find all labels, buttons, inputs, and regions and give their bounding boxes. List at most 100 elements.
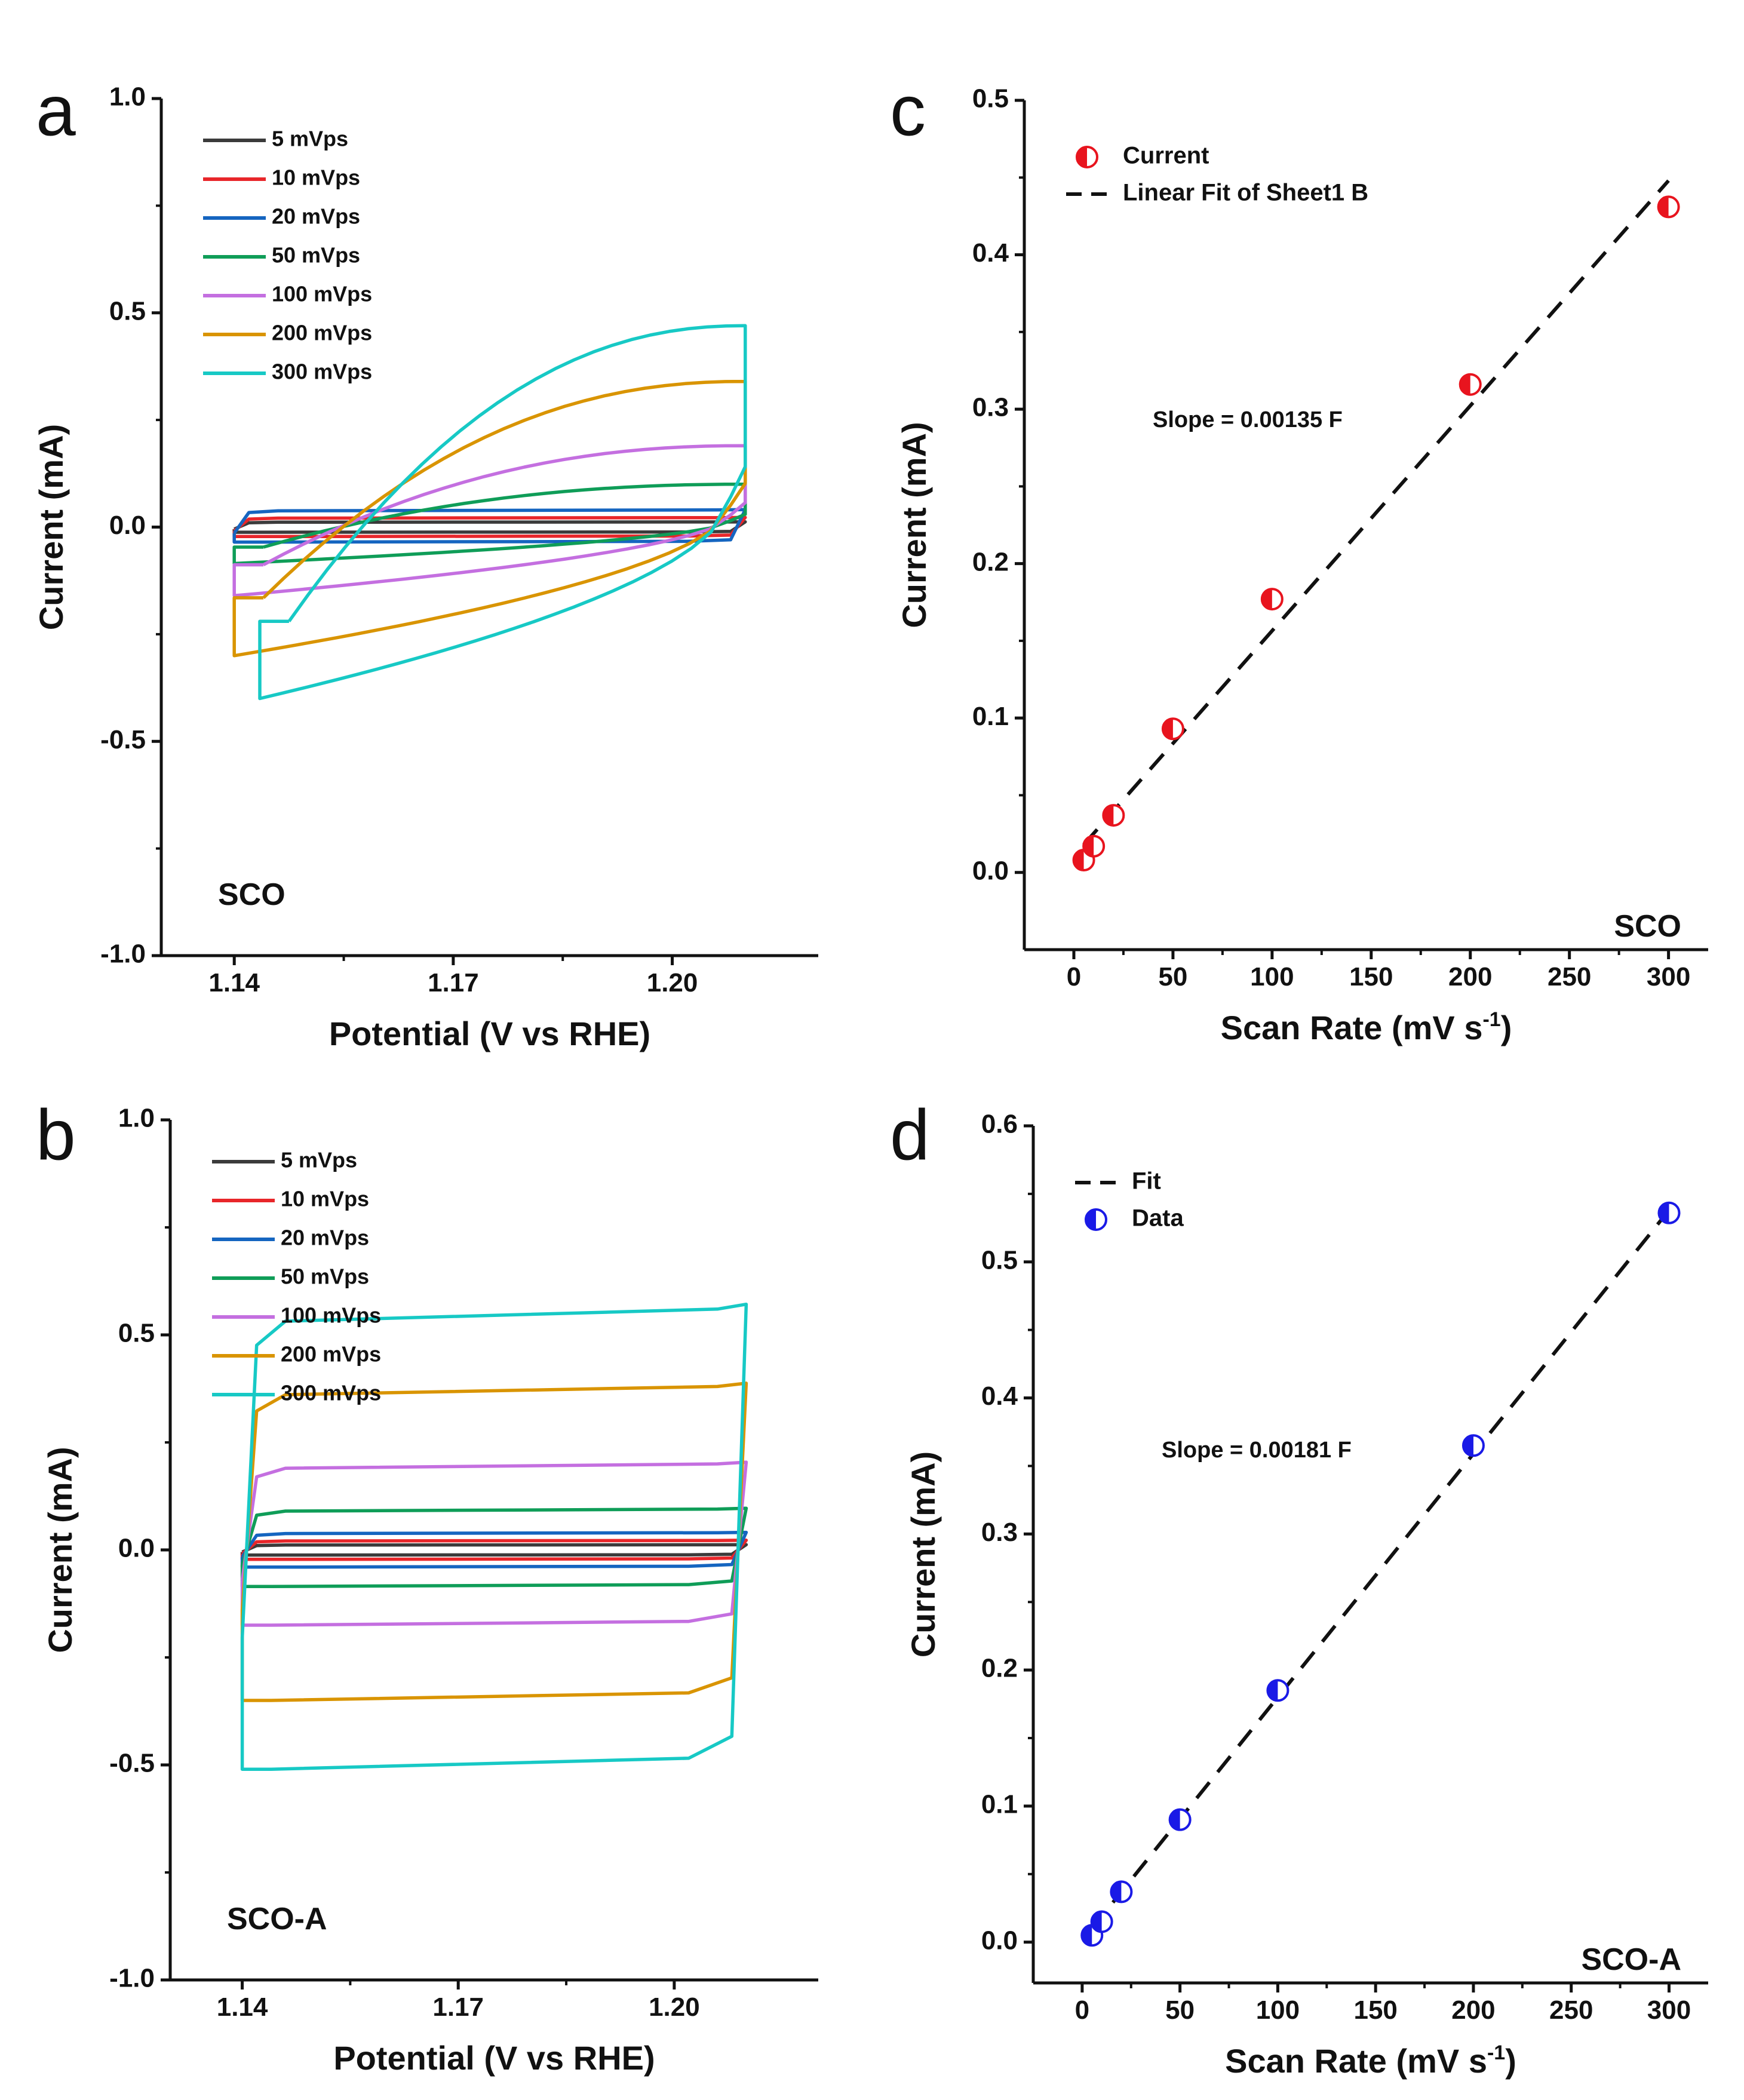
slope-annotation: Slope = 0.00181 F — [1162, 1438, 1352, 1463]
panel-letter: c — [890, 70, 926, 151]
sample-label: SCO-A — [1581, 1942, 1681, 1977]
x-tick-label: 1.20 — [647, 968, 698, 997]
y-tick-label: 0.0 — [972, 856, 1009, 885]
x-tick-label: 300 — [1647, 1995, 1691, 2025]
data-point-fill — [1169, 1809, 1180, 1830]
y-tick-label: 1.0 — [118, 1104, 155, 1133]
y-tick-label: -0.5 — [109, 1749, 155, 1778]
x-axis-label-sup: -1 — [1482, 1008, 1500, 1031]
x-tick-label: 1.14 — [217, 1992, 268, 2022]
data-point — [1168, 1808, 1192, 1831]
legend-label: 100 mVps — [281, 1303, 381, 1328]
panel-letter: a — [36, 70, 76, 151]
legend-label: Current — [1123, 143, 1209, 169]
x-tick-label: 0 — [1075, 1995, 1089, 2025]
data-point — [1085, 1208, 1107, 1231]
cv-curve — [240, 1543, 748, 1557]
y-tick-label: 0.5 — [118, 1319, 155, 1348]
x-tick-label: 200 — [1448, 962, 1492, 991]
data-point — [1110, 1880, 1133, 1903]
data-point-fill — [1082, 1925, 1092, 1946]
legend-label: Linear Fit of Sheet1 B — [1123, 180, 1368, 206]
cv-curve — [232, 444, 747, 598]
y-tick-label: 0.3 — [972, 393, 1009, 422]
data-point — [1161, 717, 1184, 741]
x-axis-label-end: ) — [1501, 1009, 1512, 1046]
data-point-fill — [1111, 1881, 1122, 1902]
cv-curve — [232, 482, 747, 566]
data-point-fill — [1658, 197, 1669, 217]
data-point — [1090, 1910, 1113, 1933]
legend-label: 300 mVps — [281, 1381, 381, 1405]
x-tick-label: 250 — [1549, 1995, 1593, 2025]
x-axis-label: Potential (V vs RHE) — [333, 2039, 655, 2077]
data-point-fill — [1103, 805, 1114, 826]
y-tick-label: 0.4 — [972, 238, 1009, 268]
data-point-fill — [1261, 589, 1272, 610]
y-tick-label: 0.5 — [981, 1245, 1018, 1275]
x-tick-label: 200 — [1451, 1995, 1495, 2025]
x-axis-label-main: Scan Rate (mV s — [1221, 1009, 1483, 1046]
fit-line — [1090, 1209, 1671, 1930]
x-axis-label-main: Scan Rate (mV s — [1225, 2042, 1487, 2080]
legend-label: 5 mVps — [272, 127, 348, 151]
cv-curve — [240, 1506, 748, 1588]
x-tick-label: 1.20 — [649, 1992, 700, 2022]
legend-label: 50 mVps — [281, 1264, 369, 1289]
data-point-fill — [1162, 719, 1173, 739]
data-point — [1657, 1201, 1681, 1224]
x-axis-label: Scan Rate (mV s-1) — [1225, 2041, 1516, 2080]
y-tick-label: 0.2 — [972, 547, 1009, 576]
y-tick-label: 0.1 — [972, 702, 1009, 731]
legend-label: 300 mVps — [272, 360, 372, 384]
data-point — [1076, 146, 1098, 168]
y-tick-label: 0.2 — [981, 1654, 1018, 1683]
data-point-fill — [1086, 1209, 1096, 1230]
legend-label: 20 mVps — [281, 1226, 369, 1250]
x-tick-label: 1.17 — [428, 968, 479, 997]
y-tick-label: 0.0 — [109, 511, 146, 540]
x-tick-label: 100 — [1256, 1995, 1300, 2025]
legend-label: 20 mVps — [272, 204, 360, 229]
slope-annotation: Slope = 0.00135 F — [1153, 407, 1343, 432]
y-axis-label: Current (mA) — [895, 422, 933, 628]
x-axis-label-end: ) — [1505, 2042, 1516, 2080]
x-tick-label: 1.17 — [432, 1992, 484, 2022]
x-tick-label: 0 — [1067, 962, 1081, 991]
x-tick-label: 150 — [1353, 1995, 1397, 2025]
panel-b: b 1.0 0.5 0.0 -0.5 -1.0 1.14 1.17 1.20 Current (m… — [36, 1095, 818, 2077]
y-tick-label: 1.0 — [109, 82, 146, 112]
y-axis-label: Current (mA) — [41, 1447, 79, 1653]
panel-a: a 1.0 0.5 0.0 -0.5 -1.0 1.14 1.17 1.20 Current (m… — [32, 70, 818, 1052]
data-point-fill — [1460, 374, 1470, 395]
cv-curve — [240, 1530, 748, 1569]
panel-c: c 0.0 0.1 0.2 0.3 0.4 0.5 0 50 100 150 200 250 300 Cur… — [890, 70, 1708, 1046]
data-point — [1260, 588, 1284, 611]
cv-curve — [232, 379, 747, 658]
y-tick-label: 0.1 — [981, 1790, 1018, 1819]
data-point-fill — [1091, 1911, 1102, 1932]
x-tick-label: 1.14 — [208, 968, 260, 997]
sample-label: SCO — [1614, 909, 1681, 944]
x-tick-label: 150 — [1349, 962, 1393, 991]
legend-label: 200 mVps — [272, 321, 372, 345]
panel-d: d 0.0 0.1 0.2 0.3 0.4 0.5 0.6 0 50 100 150 200 250 300… — [890, 1095, 1708, 2080]
data-point-fill — [1077, 147, 1087, 167]
x-tick-label: 100 — [1250, 962, 1294, 991]
panel-letter: b — [36, 1095, 76, 1175]
data-point-fill — [1659, 1202, 1669, 1223]
y-tick-label: -1.0 — [100, 940, 146, 969]
legend-label: 10 mVps — [281, 1187, 369, 1211]
sample-label: SCO — [218, 877, 285, 912]
y-tick-label: -0.5 — [100, 725, 146, 754]
legend-label: 10 mVps — [272, 165, 360, 190]
data-point — [1266, 1679, 1289, 1702]
panel-letter: d — [890, 1095, 930, 1175]
y-tick-label: 0.5 — [109, 296, 146, 326]
y-tick-label: 0.4 — [981, 1381, 1018, 1411]
cv-curve — [240, 1302, 748, 1771]
data-point — [1102, 804, 1125, 827]
data-point — [1082, 834, 1106, 858]
cv-curve — [258, 324, 747, 701]
